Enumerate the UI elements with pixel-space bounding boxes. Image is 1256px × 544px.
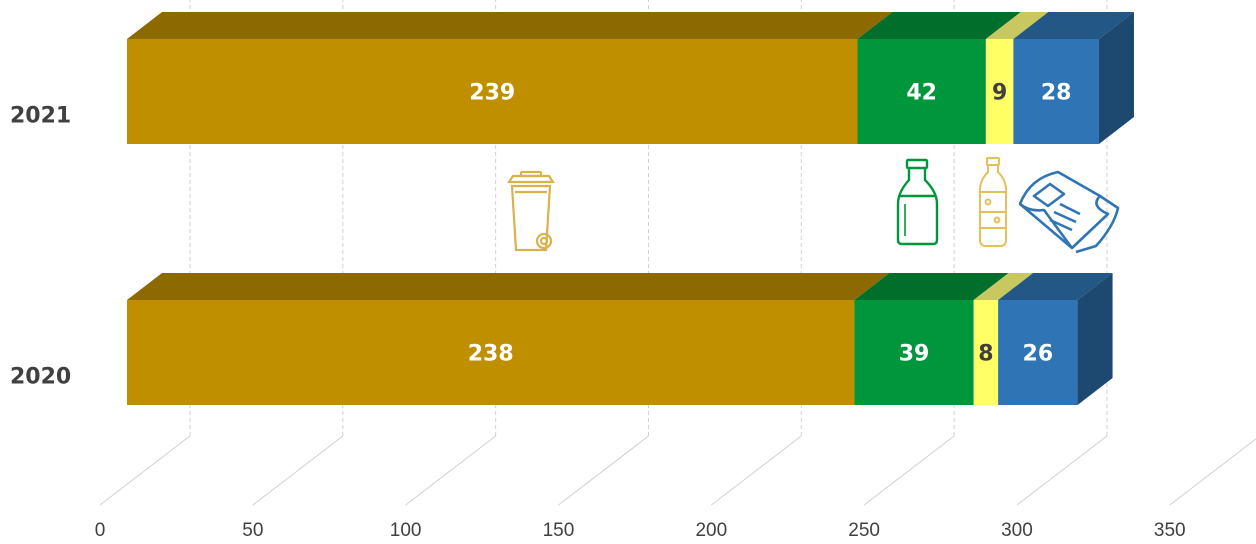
- wheelie-bin-icon: [506, 170, 556, 252]
- grid-line-floor: [405, 435, 496, 506]
- bar-top-face: [127, 12, 893, 39]
- bar-top-face: [1013, 12, 1134, 39]
- grid-line-floor: [558, 435, 649, 506]
- grid-line-floor: [1169, 438, 1256, 506]
- data-label: 42: [906, 81, 937, 106]
- x-tick-label: 350: [1154, 520, 1186, 541]
- bar-plastic-2020: [973, 300, 999, 405]
- bar-top-face: [973, 273, 1034, 300]
- data-label: 8: [978, 342, 993, 367]
- grid-line-floor: [863, 435, 955, 506]
- grid-line-floor: [1016, 435, 1108, 506]
- bar-side-face: [1098, 12, 1134, 144]
- x-tick-label: 150: [543, 520, 575, 541]
- data-labels: 239 42 9 28 238 39 8 26: [468, 81, 1072, 367]
- x-tick-label: 50: [242, 520, 263, 541]
- x-tick-label: 300: [1001, 520, 1033, 541]
- bar-top-face: [985, 12, 1049, 39]
- bar-general_waste-2021: [127, 39, 858, 144]
- x-tick-label: 100: [390, 520, 422, 541]
- x-axis: 0 50 100 150 200 250 300 350: [95, 520, 1186, 541]
- y-category-label: 2021: [10, 104, 71, 129]
- bars: [127, 12, 1134, 405]
- bar-top-face: [998, 273, 1113, 300]
- bar-paper-2021: [1013, 39, 1099, 144]
- bar-top-face: [857, 12, 1021, 39]
- data-label: 9: [992, 81, 1007, 106]
- x-tick-label: 250: [848, 520, 880, 541]
- x-tick-label: 0: [95, 520, 106, 541]
- bar-general_waste-2020: [127, 300, 855, 405]
- category-icons: [506, 157, 1120, 254]
- glass-bottle-icon: [896, 158, 939, 246]
- data-label: 26: [1023, 342, 1054, 367]
- y-category-label: 2020: [10, 365, 71, 390]
- bar-plastic-2021: [985, 39, 1014, 144]
- bar-glass-2021: [857, 39, 986, 144]
- plastic-bottle-icon: [979, 157, 1007, 247]
- data-label: 239: [469, 81, 515, 106]
- data-label: 39: [899, 342, 930, 367]
- bar-top-face: [854, 273, 1009, 300]
- data-label: 238: [468, 342, 514, 367]
- bar-side-face: [1077, 273, 1113, 405]
- newspaper-icon: [1018, 170, 1120, 254]
- y-axis: 2021 2020: [10, 104, 71, 390]
- data-label: 28: [1041, 81, 1072, 106]
- x-tick-label: 200: [695, 520, 727, 541]
- grid-line-floor: [710, 435, 802, 506]
- bar-top-face: [127, 273, 890, 300]
- grid-line-floor: [252, 435, 344, 506]
- bar-glass-2020: [854, 300, 974, 405]
- grid-line-floor: [99, 435, 191, 506]
- bar-paper-2020: [998, 300, 1078, 405]
